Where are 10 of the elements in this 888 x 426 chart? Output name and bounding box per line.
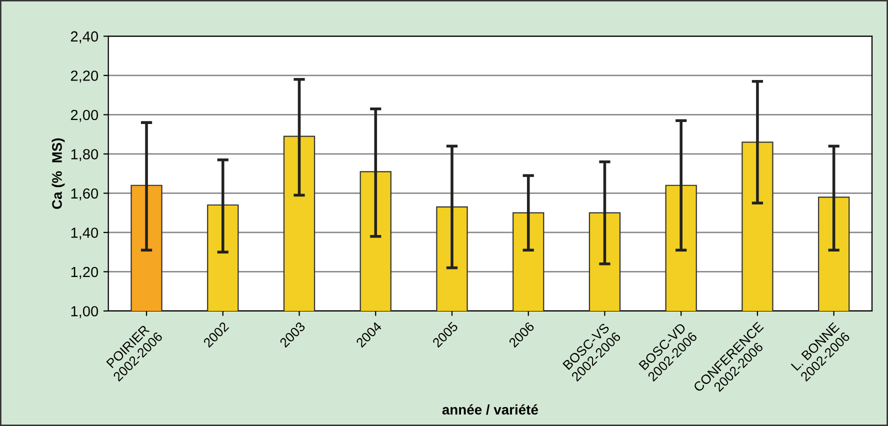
y-tick-label: 1,40 — [71, 228, 98, 240]
x-axis-title: année / variété — [442, 404, 538, 415]
y-axis-title: Ca (% MS) — [52, 138, 65, 209]
y-tick-label: 1,20 — [71, 266, 98, 279]
y-tick-label: 1,00 — [71, 306, 98, 318]
y-tick-label: 1,60 — [71, 188, 98, 200]
y-tick-label: 1,80 — [71, 149, 98, 162]
y-tick-label: 2,20 — [70, 70, 98, 83]
y-tick-label: 2,40 — [70, 31, 98, 44]
y-tick-label: 2,00 — [70, 110, 98, 122]
